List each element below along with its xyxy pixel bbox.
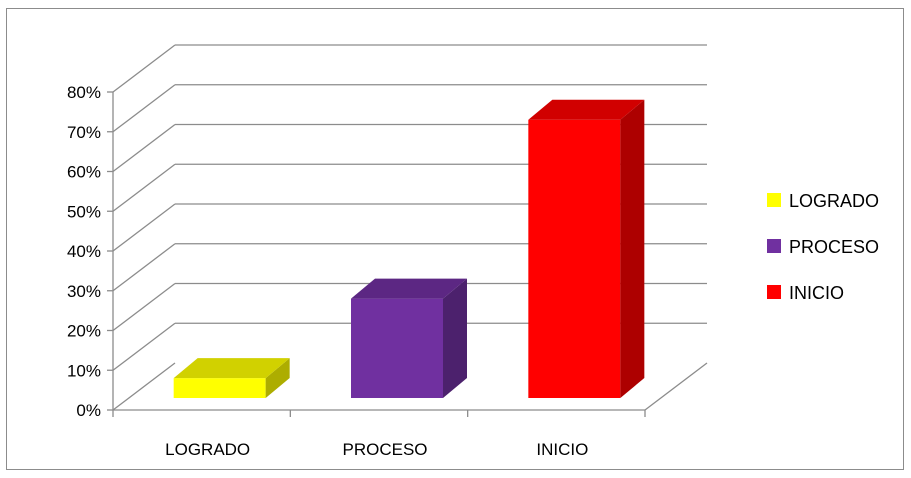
gridline-diagonal xyxy=(112,362,176,411)
gridline-diagonal xyxy=(112,163,176,212)
legend-item-logrado: LOGRADO xyxy=(767,191,879,211)
legend-swatch xyxy=(767,239,781,253)
gridline-diagonal xyxy=(112,282,176,332)
y-tick-label: 20% xyxy=(67,322,101,341)
y-axis-ticks: 0% 10% 20% 30% 40% 50% 60% 70% 80% xyxy=(67,83,113,420)
bar-side xyxy=(443,278,467,398)
gridline-diagonal xyxy=(112,203,176,252)
bar-side xyxy=(620,99,645,398)
floor-right-edge xyxy=(644,362,708,411)
y-tick-label: 80% xyxy=(67,83,101,102)
bar-inicio xyxy=(528,99,645,398)
bars xyxy=(173,99,645,398)
x-tick-label: PROCESO xyxy=(342,440,427,459)
gridline-diagonal xyxy=(112,44,176,93)
bar-front xyxy=(528,119,621,398)
gridline-diagonal xyxy=(112,84,176,133)
legend: LOGRADO PROCESO INICIO xyxy=(767,191,879,303)
gridline-diagonal xyxy=(112,322,176,371)
gridline-diagonal xyxy=(112,243,176,292)
y-tick-label: 40% xyxy=(67,242,101,261)
y-tick-label: 50% xyxy=(67,202,101,221)
bar-top xyxy=(351,278,467,299)
legend-swatch xyxy=(767,193,781,207)
bar-top xyxy=(173,358,290,379)
legend-label: INICIO xyxy=(789,283,844,303)
bar-proceso xyxy=(351,278,467,398)
legend-item-inicio: INICIO xyxy=(767,283,844,303)
legend-label: LOGRADO xyxy=(789,191,879,211)
y-tick-label: 70% xyxy=(67,123,101,142)
bar-top xyxy=(528,99,645,120)
gridline-diagonal xyxy=(112,123,176,173)
x-axis-labels: LOGRADO PROCESO INICIO xyxy=(112,410,646,459)
bar-front xyxy=(351,298,443,398)
y-tick-label: 0% xyxy=(76,401,101,420)
y-tick-label: 30% xyxy=(67,282,101,301)
legend-swatch xyxy=(767,285,781,299)
bar-side xyxy=(265,358,290,398)
y-tick-label: 60% xyxy=(67,163,101,182)
x-tick-label: INICIO xyxy=(536,440,588,459)
legend-item-proceso: PROCESO xyxy=(767,237,879,257)
bar-front xyxy=(173,378,266,398)
bar-logrado xyxy=(173,358,290,398)
legend-label: PROCESO xyxy=(789,237,879,257)
y-tick-label: 10% xyxy=(67,361,101,380)
x-tick-label: LOGRADO xyxy=(165,440,250,459)
